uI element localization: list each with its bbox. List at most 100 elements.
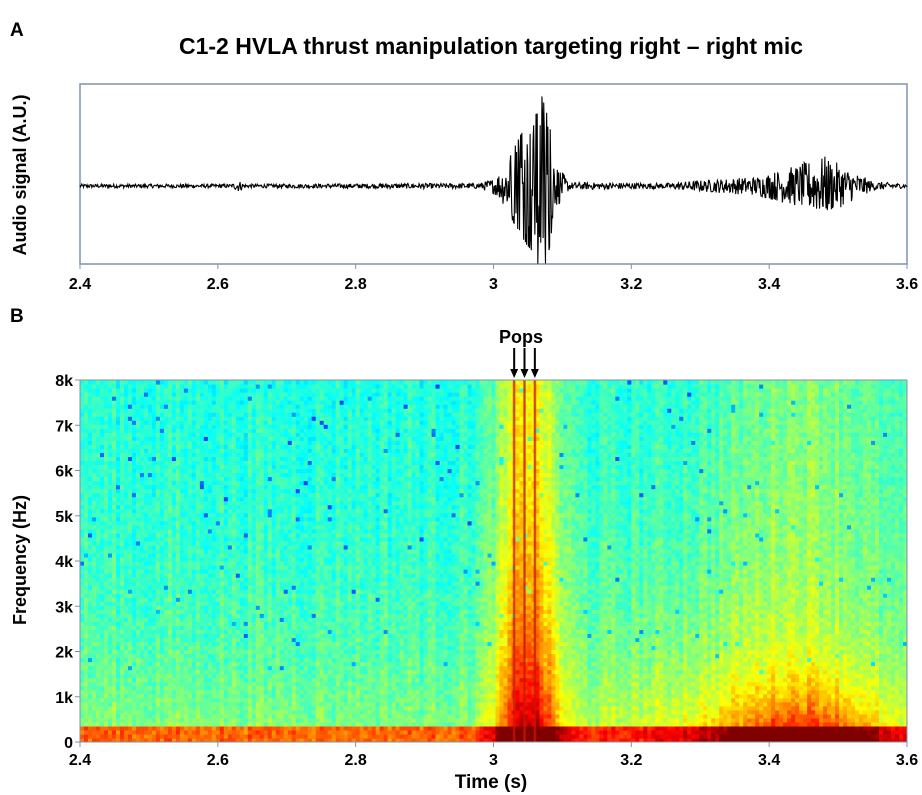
spectrogram-cell bbox=[199, 693, 205, 699]
spectrogram-cell bbox=[107, 432, 113, 437]
spectrogram-cell bbox=[287, 737, 293, 742]
spectrogram-cell bbox=[271, 480, 277, 486]
spectrogram-cell bbox=[147, 657, 153, 663]
spectrogram-cell bbox=[131, 701, 137, 707]
spectrogram-cell bbox=[103, 585, 109, 590]
spectrogram-cell bbox=[279, 693, 285, 699]
spectrogram-cell bbox=[275, 532, 281, 538]
spectrogram-cell bbox=[167, 633, 173, 639]
spectrogram-cell bbox=[199, 609, 205, 614]
spectrogram-cell bbox=[119, 472, 125, 478]
spectrogram-cell bbox=[215, 440, 221, 445]
spectrogram-cell bbox=[267, 420, 273, 425]
spectrogram-cell bbox=[271, 561, 277, 566]
spectrogram-cell bbox=[283, 605, 289, 610]
spectrogram-cell bbox=[271, 633, 277, 639]
spectrogram-cell bbox=[171, 420, 177, 425]
spectrogram-cell bbox=[203, 633, 209, 639]
spectrogram-cell bbox=[191, 693, 197, 699]
spectrogram-cell bbox=[223, 589, 229, 594]
spectrogram-cell bbox=[115, 404, 121, 409]
spectrogram-cell bbox=[139, 661, 145, 667]
spectrogram-cell bbox=[219, 540, 225, 546]
spectrogram-cell bbox=[247, 400, 253, 405]
spectrogram-cell bbox=[179, 524, 185, 530]
spectrogram-cell bbox=[243, 524, 249, 530]
spectrogram-cell bbox=[291, 460, 297, 466]
spectrogram-cell bbox=[291, 520, 297, 526]
spectrogram-cell bbox=[259, 400, 265, 405]
spectrogram-cell bbox=[191, 733, 197, 739]
spectrogram-cell bbox=[115, 701, 121, 707]
spectrogram-cell bbox=[159, 412, 165, 417]
spectrogram-cell bbox=[179, 709, 185, 715]
spectrogram-cell bbox=[95, 661, 101, 667]
spectrogram-cell bbox=[223, 472, 229, 478]
spectrogram-cell bbox=[195, 540, 201, 546]
spectrogram-cell bbox=[207, 685, 213, 691]
spectrogram-cell bbox=[255, 420, 261, 425]
spectrogram-cell bbox=[287, 729, 293, 735]
spectrogram-cell bbox=[95, 424, 101, 429]
spectrogram-cell bbox=[263, 396, 269, 401]
spectrogram-cell bbox=[211, 520, 217, 526]
spectrogram-cell bbox=[247, 729, 253, 735]
spectrogram-cell bbox=[215, 625, 221, 630]
spectrogram-cell bbox=[243, 500, 249, 506]
spectrogram-cell bbox=[139, 569, 145, 574]
spectrogram-cell bbox=[199, 496, 205, 502]
spectrogram-cell bbox=[151, 581, 157, 586]
spectrogram-cell bbox=[155, 641, 161, 647]
spectrogram-cell bbox=[155, 665, 161, 671]
spectrogram-cell bbox=[91, 565, 97, 570]
spectrogram-cell bbox=[167, 452, 173, 458]
spectrogram-cell bbox=[143, 645, 149, 651]
spectrogram-cell bbox=[223, 544, 229, 550]
spectrogram-cell bbox=[123, 609, 129, 614]
spectrogram-cell bbox=[147, 685, 153, 691]
spectrogram-cell bbox=[119, 629, 125, 634]
spectrogram-cell bbox=[243, 733, 249, 739]
spectrogram-cell bbox=[215, 556, 221, 562]
spectrogram-cell bbox=[95, 657, 101, 663]
spectrogram-cell bbox=[267, 480, 273, 486]
spectrogram-cell bbox=[119, 408, 125, 413]
spectrogram-cell bbox=[295, 476, 301, 482]
spectrogram-cell bbox=[195, 621, 201, 626]
spectrogram-cell bbox=[207, 552, 213, 558]
spectrogram-cell bbox=[275, 577, 281, 582]
spectrogram-cell bbox=[279, 685, 285, 691]
spectrogram-cell bbox=[131, 516, 137, 522]
spectrogram-cell bbox=[211, 597, 217, 602]
spectrogram-cell bbox=[247, 601, 253, 606]
spectrogram-cell bbox=[291, 516, 297, 522]
spectrogram-cell bbox=[295, 456, 301, 462]
spectrogram-cell bbox=[251, 569, 257, 574]
spectrogram-cell bbox=[223, 524, 229, 530]
spectrogram-cell bbox=[247, 408, 253, 413]
spectrogram-cell bbox=[127, 609, 133, 614]
spectrogram-cell bbox=[95, 569, 101, 574]
spectrogram-cell bbox=[263, 444, 269, 449]
spectrogram-cell bbox=[291, 713, 297, 719]
spectrogram-cell bbox=[215, 685, 221, 691]
spectrogram-cell bbox=[187, 384, 193, 389]
spectrogram-cell bbox=[207, 561, 213, 566]
spectrogram-cell bbox=[103, 436, 109, 441]
spectrogram-cell bbox=[115, 528, 121, 534]
spectrogram-cell bbox=[263, 633, 269, 639]
spectrogram-cell bbox=[251, 512, 257, 518]
spectrogram-cell bbox=[251, 480, 257, 486]
spectrogram-cell bbox=[263, 464, 269, 470]
spectrogram-cell bbox=[283, 609, 289, 614]
spectrogram-cell bbox=[275, 420, 281, 425]
spectrogram-cell bbox=[107, 468, 113, 474]
spectrogram-cell bbox=[295, 725, 301, 731]
spectrogram-cell bbox=[191, 577, 197, 582]
spectrogram-cell bbox=[131, 476, 137, 482]
spectrogram-cell bbox=[183, 709, 189, 715]
spectrogram-cell bbox=[103, 524, 109, 530]
spectrogram-cell bbox=[215, 548, 221, 554]
spectrogram-cell bbox=[147, 520, 153, 526]
spectrogram-cell bbox=[115, 484, 121, 490]
